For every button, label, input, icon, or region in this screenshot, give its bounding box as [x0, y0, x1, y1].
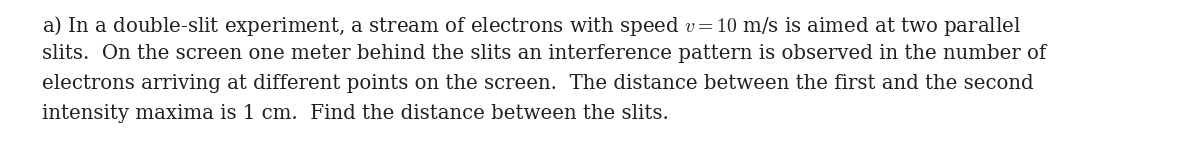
- Text: electrons arriving at different points on the screen.  The distance between the : electrons arriving at different points o…: [42, 74, 1033, 93]
- Text: slits.  On the screen one meter behind the slits an interference pattern is obse: slits. On the screen one meter behind th…: [42, 44, 1046, 63]
- Text: intensity maxima is 1 cm.  Find the distance between the slits.: intensity maxima is 1 cm. Find the dista…: [42, 104, 668, 123]
- Text: a) In a double-slit experiment, a stream of electrons with speed $v = 10$ m/s is: a) In a double-slit experiment, a stream…: [42, 14, 1021, 38]
